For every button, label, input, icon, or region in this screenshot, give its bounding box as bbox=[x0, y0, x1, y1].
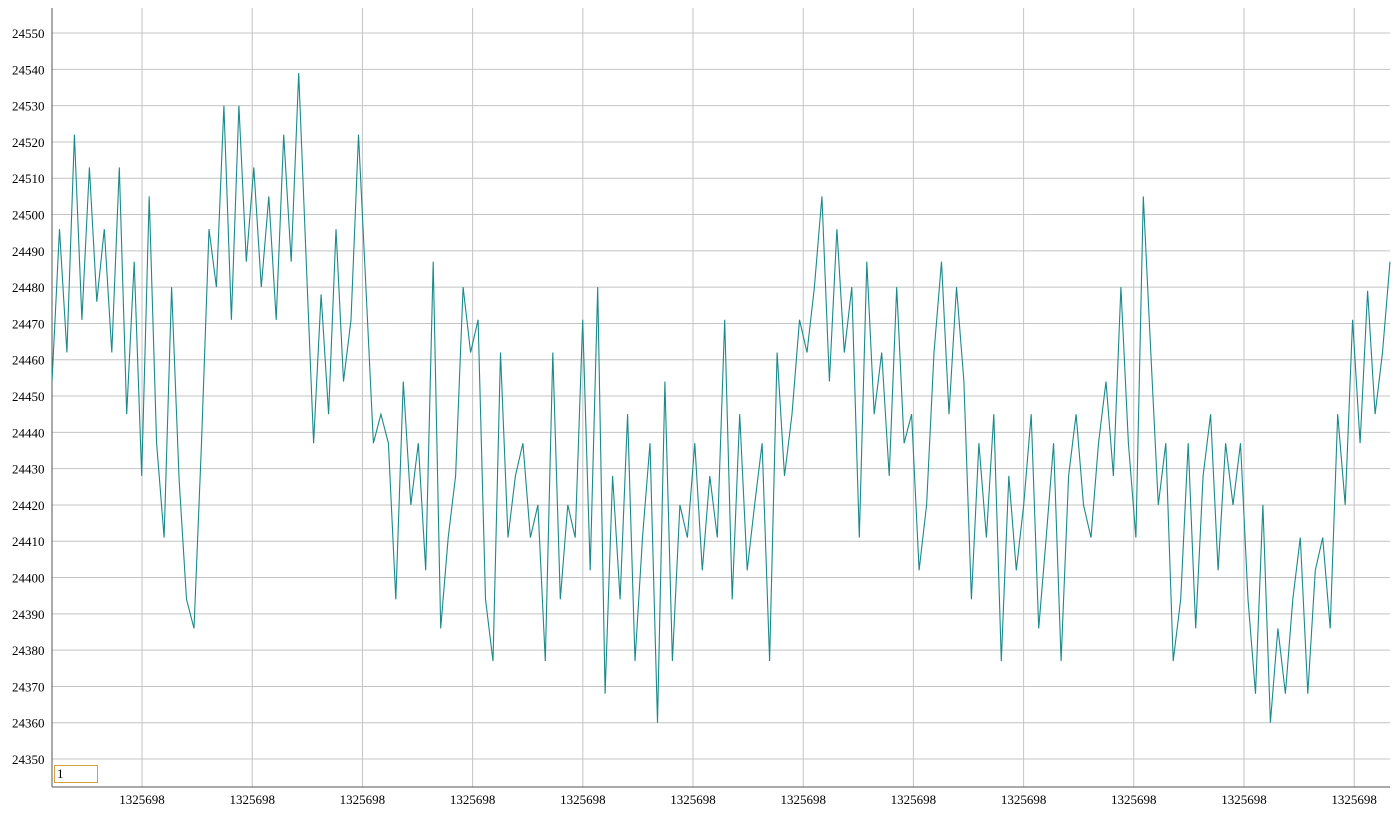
x-tick-label: 1325698 bbox=[450, 792, 496, 807]
y-tick-label: 24510 bbox=[12, 171, 45, 186]
x-tick-label: 1325698 bbox=[891, 792, 937, 807]
y-tick-label: 24450 bbox=[12, 389, 45, 404]
x-tick-label: 1325698 bbox=[780, 792, 826, 807]
y-tick-label: 24410 bbox=[12, 534, 45, 549]
x-tick-label: 1325698 bbox=[229, 792, 275, 807]
y-tick-label: 24390 bbox=[12, 607, 45, 622]
y-tick-label: 24440 bbox=[12, 425, 45, 440]
data-line bbox=[51, 72, 1391, 723]
x-tick-label: 1325698 bbox=[1221, 792, 1267, 807]
x-tick-label: 1325698 bbox=[1331, 792, 1377, 807]
y-tick-label: 24460 bbox=[12, 353, 45, 368]
x-tick-label: 1325698 bbox=[1111, 792, 1157, 807]
y-tick-label: 24430 bbox=[12, 462, 45, 477]
y-tick-label: 24470 bbox=[12, 316, 45, 331]
x-tick-label: 1325698 bbox=[119, 792, 165, 807]
y-tick-label: 24370 bbox=[12, 679, 45, 694]
x-tick-label: 1325698 bbox=[340, 792, 386, 807]
x-tick-label: 1325698 bbox=[560, 792, 606, 807]
y-tick-label: 24420 bbox=[12, 498, 45, 513]
y-tick-label: 24480 bbox=[12, 280, 45, 295]
x-tick-label: 1325698 bbox=[1001, 792, 1047, 807]
y-tick-label: 24550 bbox=[12, 26, 45, 41]
y-tick-label: 24520 bbox=[12, 135, 45, 150]
x-tick-label: 1325698 bbox=[670, 792, 716, 807]
y-tick-label: 24500 bbox=[12, 208, 45, 223]
y-tick-label: 24400 bbox=[12, 571, 45, 586]
y-tick-label: 24540 bbox=[12, 62, 45, 77]
y-tick-label: 24380 bbox=[12, 643, 45, 658]
y-tick-label: 24360 bbox=[12, 716, 45, 731]
y-tick-label: 24350 bbox=[12, 752, 45, 767]
text-input[interactable] bbox=[54, 765, 98, 783]
y-tick-label: 24530 bbox=[12, 99, 45, 114]
y-tick-label: 24490 bbox=[12, 244, 45, 259]
